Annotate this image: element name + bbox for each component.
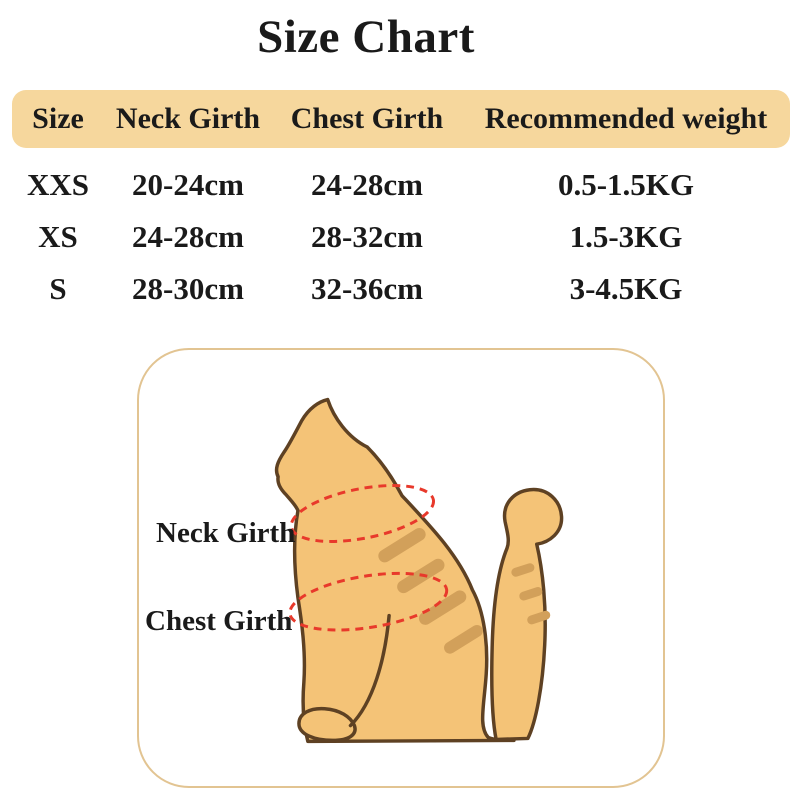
table-cell-size: XS (38, 219, 78, 254)
chest-girth-ellipse (288, 571, 449, 632)
table-cell-weight: 0.5-1.5KG (557, 167, 695, 202)
table-cell-weight: 3-4.5KG (569, 271, 683, 306)
cat-tail-shape (490, 487, 564, 742)
col-header-size: Size (32, 102, 84, 135)
table-cell-chest: 32-36cm (311, 271, 423, 306)
table-cell-size: S (49, 271, 67, 306)
col-header-chest: Chest Girth (290, 102, 444, 135)
cat-front-paw-shape (297, 706, 357, 743)
cat-fur-stripes (378, 528, 551, 654)
table-header-row: Size Neck Girth Chest Girth Recommended … (12, 90, 790, 148)
table-cell-size: XXS (26, 167, 89, 202)
neck-girth-ellipse (289, 484, 436, 543)
table-cell-neck: 24-28cm (132, 219, 244, 254)
measurement-diagram-box: Neck Girth Chest Girth (137, 348, 665, 788)
page-title: Size Chart (257, 11, 475, 63)
chest-girth-label: Chest Girth (145, 605, 293, 637)
cat-body-shape (274, 397, 516, 744)
table-cell-neck: 20-24cm (132, 167, 244, 202)
neck-girth-label: Neck Girth (156, 517, 296, 549)
table-cell-weight: 1.5-3KG (569, 219, 683, 254)
col-header-neck: Neck Girth (115, 102, 261, 135)
col-header-weight: Recommended weight (484, 102, 768, 135)
table-cell-chest: 28-32cm (311, 219, 423, 254)
size-table-body: XXS 20-24cm 24-28cm 0.5-1.5KG XS 24-28cm… (12, 159, 790, 315)
table-cell-neck: 28-30cm (132, 271, 244, 306)
cat-illustration (274, 397, 564, 744)
table-cell-chest: 24-28cm (311, 167, 423, 202)
cat-thigh-crease-line (348, 613, 391, 728)
